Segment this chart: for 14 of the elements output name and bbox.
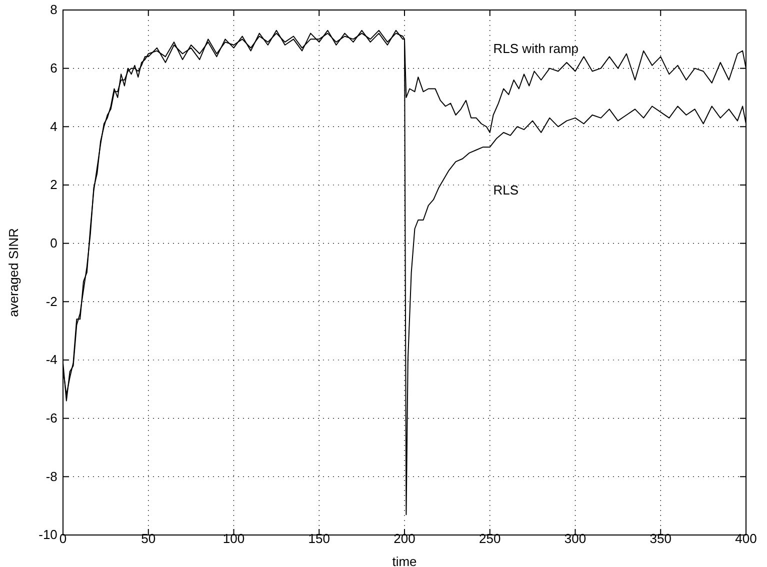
y-tick-label: 4	[50, 118, 58, 134]
y-tick-label: -4	[46, 352, 58, 368]
y-tick-label: 6	[50, 60, 58, 76]
text: RLS	[493, 182, 519, 198]
x-axis-title: time	[392, 554, 417, 567]
y-tick-label: 8	[50, 2, 58, 18]
y-axis-title: averaged SINR	[6, 228, 21, 317]
y-tick-label: -6	[46, 410, 58, 426]
series-label: RLS with ramp	[493, 41, 579, 56]
y-tick-label: -8	[46, 468, 58, 484]
y-tick-label: -2	[46, 294, 58, 309]
y-tick-label: -10	[38, 527, 58, 542]
y-tick-label: 2	[50, 177, 58, 192]
y-tick-label: 0	[50, 235, 58, 250]
